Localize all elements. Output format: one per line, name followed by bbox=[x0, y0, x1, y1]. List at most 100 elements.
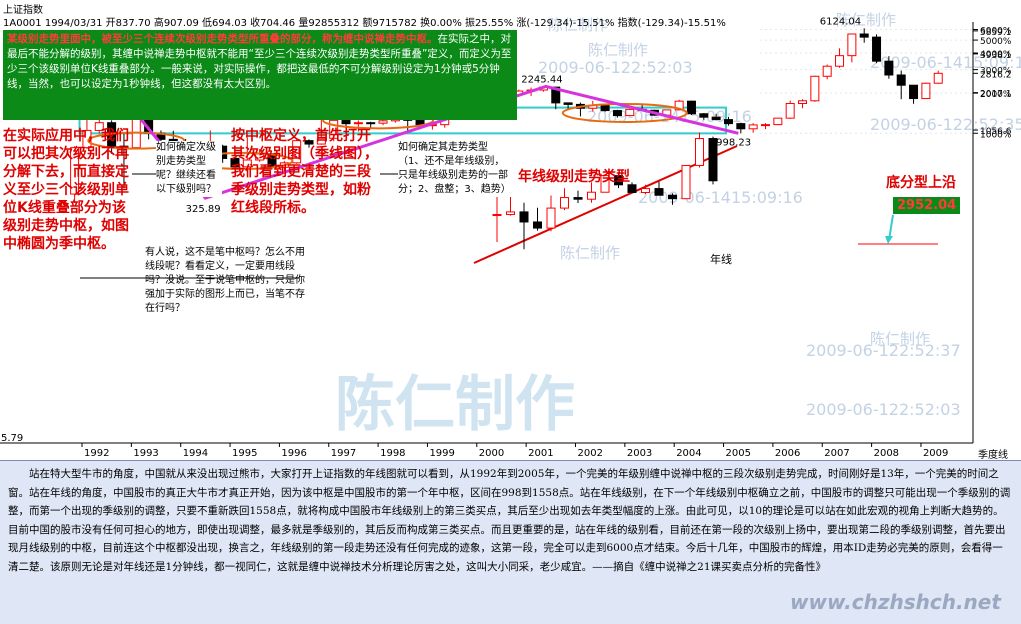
time-tick-label: 1998 bbox=[380, 448, 405, 459]
quarter-pivot-ellipse bbox=[87, 131, 186, 150]
yearly-candle-body bbox=[533, 221, 542, 229]
candle-body bbox=[612, 110, 622, 117]
candle-body bbox=[625, 108, 635, 117]
price-label-peak-2001: 2245.44 bbox=[521, 74, 562, 85]
candle-body bbox=[242, 159, 252, 168]
candle-body bbox=[785, 102, 795, 119]
middle-red-note: 按中枢定义，首先打开其次级别图（季线图），我们看到更清楚的三段季级别走势类型，如… bbox=[231, 128, 378, 216]
yearly-candle-body bbox=[506, 211, 515, 216]
candle-body bbox=[316, 137, 326, 145]
price-tick-label: 4000% bbox=[980, 50, 1012, 60]
candle-body bbox=[304, 140, 314, 145]
time-tick-label: 2005 bbox=[726, 448, 751, 459]
yearly-candle-body bbox=[654, 188, 664, 196]
yearly-candle-body bbox=[614, 175, 623, 186]
candle-body bbox=[884, 60, 894, 76]
candle-body bbox=[798, 100, 808, 104]
price-tick-label: 5000% bbox=[980, 37, 1012, 47]
time-tick-label: 2006 bbox=[775, 448, 800, 459]
yearly-candle-body bbox=[600, 175, 610, 193]
price-tick-label: 1056.6 bbox=[980, 127, 1012, 137]
price-tick-label: 5859.1 bbox=[980, 28, 1012, 38]
candle-body bbox=[896, 74, 906, 86]
brand-watermark-large: 陈仁制作 bbox=[335, 370, 575, 440]
timestamp-watermark: 2009-06-1415:09:16 bbox=[870, 53, 1021, 72]
time-tick-label: 1992 bbox=[84, 448, 109, 459]
period-label: 季度线 bbox=[978, 450, 1008, 461]
yearly-candle-body bbox=[695, 138, 704, 166]
price-tick-label: 3000% bbox=[980, 67, 1012, 77]
candle-body bbox=[859, 33, 869, 38]
brand-watermark: 陈仁制作 bbox=[548, 16, 608, 34]
candle-body bbox=[600, 104, 610, 112]
candle-body bbox=[909, 84, 919, 100]
time-tick-label: 2007 bbox=[824, 448, 849, 459]
candle-body bbox=[82, 129, 92, 149]
yearly-candle-body bbox=[546, 207, 556, 229]
yearly-candle-body bbox=[519, 211, 529, 223]
grid-layer bbox=[760, 29, 973, 134]
time-tick-label: 1994 bbox=[183, 448, 208, 459]
timestamp-watermark: 2009-06-122:52:35 bbox=[870, 115, 1021, 134]
candle-body bbox=[723, 119, 733, 125]
fractal-arrow-head bbox=[885, 236, 893, 244]
time-tick-label: 1997 bbox=[331, 448, 356, 459]
chart-title: 上证指数 bbox=[3, 5, 43, 16]
price-tick-label: 1000% bbox=[980, 130, 1012, 140]
price-tick-label: 2000% bbox=[980, 90, 1012, 100]
stats-bar: 1A0001 1994/03/31 开837.70 高907.09 低694.0… bbox=[3, 18, 726, 29]
candle-body bbox=[872, 36, 882, 62]
time-tick-label: 1999 bbox=[429, 448, 454, 459]
definition-box: 某级别走势里面中，被至少三个连续次级别走势类型所重叠的部分，称为缠中说禅走势中枢… bbox=[3, 30, 517, 120]
candle-body bbox=[341, 119, 351, 125]
yearly-inset bbox=[473, 132, 738, 264]
time-tick-label: 1993 bbox=[133, 448, 158, 459]
brand-watermark: 陈仁制作 bbox=[870, 330, 930, 348]
yearly-candle-body bbox=[573, 197, 583, 200]
fractal-arrow bbox=[888, 214, 894, 241]
question-note-2: 如何确定其走势类型（1、还不是年线级别，只是年线级别走势的一部分；2、盘整；3、… bbox=[398, 141, 514, 197]
candle-body bbox=[822, 65, 832, 77]
candle-body bbox=[292, 140, 302, 164]
candle-body bbox=[748, 124, 758, 130]
price-label-low: 325.89 bbox=[186, 204, 221, 215]
price-tag: 2952.04 bbox=[893, 197, 961, 214]
question-note-3: 有人说，这不是笔中枢吗？怎么不用线段呢？看看定义，一定要用线段吗？没说。至于说笔… bbox=[145, 247, 305, 314]
brand-watermark: 陈仁制作 bbox=[560, 244, 620, 262]
candle-body bbox=[674, 100, 684, 111]
candle-body bbox=[230, 157, 240, 168]
yearly-candle-body bbox=[627, 184, 637, 193]
yearly-candle-body bbox=[492, 214, 502, 217]
candle-body bbox=[366, 122, 376, 125]
definition-text: 在实际之中，对最后不能分解的级别，其缠中说禅走势中枢就不能用“至少三个连续次级别… bbox=[7, 33, 512, 90]
time-tick-label: 2000 bbox=[479, 448, 504, 459]
yearly-candle-body bbox=[587, 191, 596, 200]
year-line-label: 年线 bbox=[710, 253, 732, 266]
definition-highlight: 某级别走势里面中，被至少三个连续次级别走势类型所重叠的部分，称为缠中说禅走势中枢… bbox=[7, 33, 438, 45]
time-tick-label: 2002 bbox=[578, 448, 603, 459]
candle-body bbox=[551, 86, 561, 104]
price-label-peak-2007: 6124.04 bbox=[820, 16, 861, 27]
brand-watermark: 陈仁制作 bbox=[588, 41, 648, 59]
price-tick-label: 6000% bbox=[980, 27, 1012, 37]
candle-body bbox=[686, 100, 696, 115]
candle-body bbox=[921, 82, 931, 100]
left-red-note: 在实际应用中，我们可以把其次级别不再分解下去，而直接定义至少三个该级别单位K线重… bbox=[3, 128, 129, 252]
candle-body bbox=[760, 124, 770, 127]
candle-body bbox=[329, 119, 339, 139]
time-tick-label: 2004 bbox=[676, 448, 701, 459]
time-tick-label: 1995 bbox=[232, 448, 257, 459]
candle-body bbox=[847, 33, 857, 57]
question-note-1: 如何确定次级别走势类型呢？继续还看以下级别吗？ bbox=[156, 141, 222, 197]
explanation-text: 站在特大型牛市的角度，中国就从来没出现过熊市，大家打开上证指数的年线图就可以看到… bbox=[8, 468, 1011, 573]
yearly-candle-body bbox=[641, 188, 650, 193]
yearly-trend-line bbox=[473, 145, 738, 264]
candle-body bbox=[933, 72, 943, 84]
time-tick-label: 1996 bbox=[281, 448, 306, 459]
candle-body bbox=[131, 114, 141, 149]
timestamp-watermark: 2009-06-122:52:37 bbox=[806, 341, 961, 360]
bottom-fractal-label: 底分型上沿 bbox=[886, 175, 956, 191]
yearly-candle-body bbox=[668, 194, 677, 200]
candle-body bbox=[736, 123, 746, 130]
candle-body bbox=[378, 120, 388, 124]
